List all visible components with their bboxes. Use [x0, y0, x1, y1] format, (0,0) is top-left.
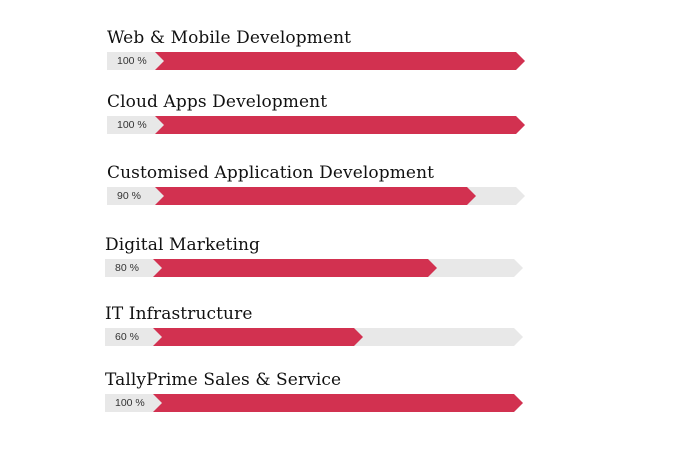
skill-title: Web & Mobile Development [107, 28, 352, 48]
progress-fill [155, 187, 476, 205]
progress-bar: 100 % [107, 116, 525, 134]
progress-bar: 60 % [105, 328, 523, 346]
skill-title: IT Infrastructure [105, 304, 253, 324]
skill-title: Customised Application Development [107, 163, 435, 183]
skill-title: TallyPrime Sales & Service [105, 370, 342, 390]
percent-label: 80 % [115, 262, 139, 274]
progress-fill [153, 328, 363, 346]
percent-label: 100 % [117, 55, 147, 67]
progress-fill [155, 52, 525, 70]
percent-label: 100 % [115, 397, 145, 409]
progress-fill [153, 259, 437, 277]
skill-title: Cloud Apps Development [107, 92, 328, 112]
progress-fill [153, 394, 523, 412]
percent-label: 100 % [117, 119, 147, 131]
skill-title: Digital Marketing [105, 235, 261, 255]
progress-bar: 100 % [105, 394, 523, 412]
progress-fill [155, 116, 525, 134]
progress-bar: 90 % [107, 187, 525, 205]
progress-bar: 80 % [105, 259, 523, 277]
progress-bar: 100 % [107, 52, 525, 70]
percent-label: 60 % [115, 331, 139, 343]
percent-label: 90 % [117, 190, 141, 202]
